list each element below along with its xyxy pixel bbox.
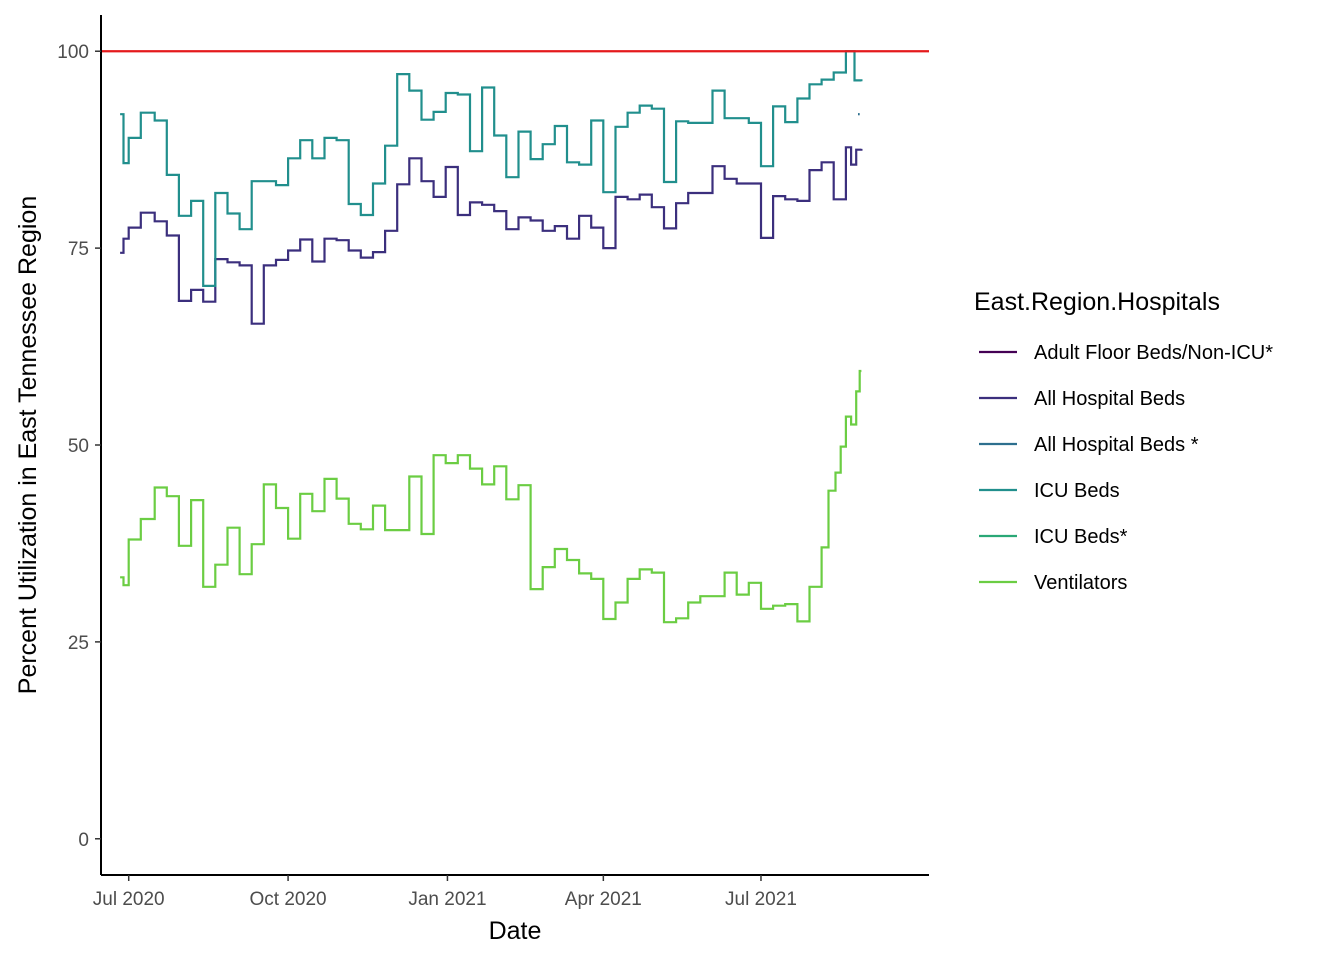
y-tick-label: 25 bbox=[68, 633, 89, 654]
x-tick-label: Apr 2021 bbox=[565, 889, 642, 910]
legend-label-5: Ventilators bbox=[1034, 572, 1127, 594]
series-layer bbox=[120, 50, 863, 624]
legend-label-3: ICU Beds bbox=[1034, 480, 1120, 502]
plot-area bbox=[101, 50, 929, 624]
y-tick-label: 100 bbox=[57, 42, 89, 63]
y-tick-label: 75 bbox=[68, 239, 89, 260]
legend-label-1: All Hospital Beds bbox=[1034, 388, 1185, 410]
series-line-3 bbox=[120, 50, 863, 287]
x-tick-label: Jan 2021 bbox=[408, 889, 486, 910]
axes: 0 25 50 75 100 Jul 2020 Oct 2020 Jan 2021 Apr 2… bbox=[57, 15, 929, 910]
legend: East.Region.Hospitals Adult Floor Beds/N… bbox=[974, 288, 1273, 594]
x-tick-label: Jul 2020 bbox=[93, 889, 165, 910]
y-axis-ticks: 0 25 50 75 100 bbox=[57, 42, 101, 851]
x-axis-title: Date bbox=[489, 917, 542, 945]
legend-label-0: Adult Floor Beds/Non-ICU* bbox=[1034, 342, 1273, 364]
y-tick-label: 0 bbox=[78, 830, 89, 851]
y-axis-title: Percent Utilization in East Tennessee Re… bbox=[14, 196, 42, 694]
legend-title: East.Region.Hospitals bbox=[974, 288, 1220, 316]
x-tick-label: Jul 2021 bbox=[725, 889, 797, 910]
series-line-1 bbox=[120, 146, 863, 325]
y-tick-label: 50 bbox=[68, 436, 89, 457]
series-line-5 bbox=[120, 369, 862, 624]
legend-label-2: All Hospital Beds * bbox=[1034, 434, 1199, 456]
legend-label-4: ICU Beds* bbox=[1034, 526, 1128, 548]
legend-items: Adult Floor Beds/Non-ICU* All Hospital Be… bbox=[979, 342, 1273, 594]
x-axis-ticks: Jul 2020 Oct 2020 Jan 2021 Apr 2021 Jul 2021 bbox=[93, 875, 797, 910]
x-tick-label: Oct 2020 bbox=[250, 889, 327, 910]
